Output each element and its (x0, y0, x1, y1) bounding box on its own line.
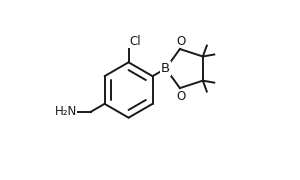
Text: H₂N: H₂N (55, 105, 77, 118)
Text: B: B (161, 62, 170, 75)
Text: O: O (176, 89, 185, 103)
Text: Cl: Cl (130, 35, 141, 48)
Text: O: O (176, 35, 185, 48)
